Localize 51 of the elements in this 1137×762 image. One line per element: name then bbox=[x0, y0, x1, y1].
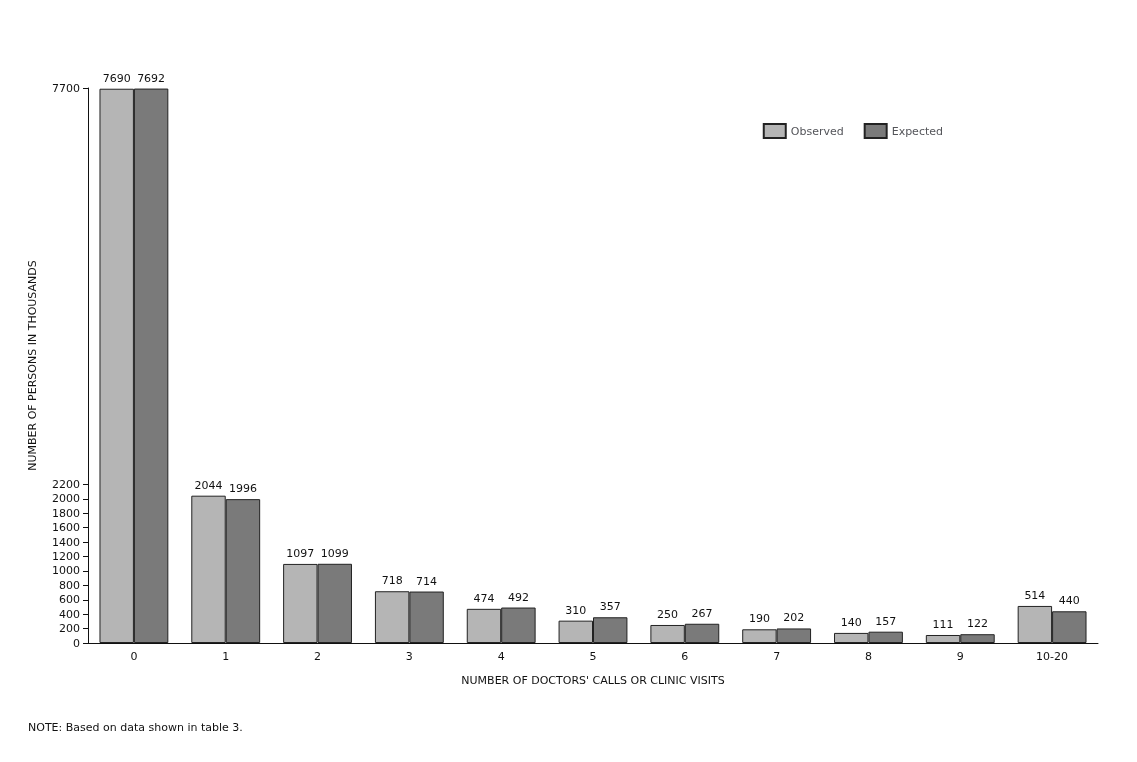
data-label: 2044 bbox=[194, 478, 223, 492]
data-label: 357 bbox=[599, 600, 621, 614]
x-tick-label: 2 bbox=[314, 650, 322, 663]
data-label: 267 bbox=[691, 606, 713, 620]
data-label: 1996 bbox=[228, 482, 257, 496]
data-label: 7690 bbox=[102, 71, 131, 85]
y-tick-label: 400 bbox=[59, 607, 80, 621]
y-tick-label: 0 bbox=[73, 636, 80, 650]
y-axis-title: NUMBER OF PERSONS IN THOUSANDS bbox=[26, 260, 39, 471]
x-axis-title: NUMBER OF DOCTORS' CALLS OR CLINIC VISITS bbox=[461, 674, 725, 687]
y-tick-label: 1800 bbox=[52, 506, 80, 520]
x-tick-label: 3 bbox=[405, 650, 413, 663]
data-label: 310 bbox=[565, 603, 587, 617]
x-tick-label: 0 bbox=[130, 650, 138, 663]
data-label: 190 bbox=[748, 612, 770, 626]
text: NOTE: Based on data shown in table 3. bbox=[28, 721, 243, 734]
data-label: 250 bbox=[657, 607, 679, 621]
x-tick-label: 1 bbox=[222, 650, 230, 663]
data-label: 7692 bbox=[137, 71, 166, 85]
data-label: 718 bbox=[381, 574, 403, 588]
data-label: 492 bbox=[507, 590, 529, 604]
x-tick-label: 7 bbox=[773, 650, 781, 663]
data-label: 474 bbox=[473, 591, 495, 605]
y-tick-label: 600 bbox=[59, 593, 80, 607]
y-tick-label: 2000 bbox=[52, 492, 80, 506]
y-tick-label: 800 bbox=[59, 578, 80, 592]
x-tick-label: 5 bbox=[589, 650, 597, 663]
y-tick-label: 1400 bbox=[52, 535, 80, 549]
data-label: 122 bbox=[966, 617, 988, 631]
data-label: 157 bbox=[875, 614, 897, 628]
legend-label: Observed bbox=[790, 124, 844, 138]
y-tick-label: 1000 bbox=[52, 564, 80, 578]
data-label: 714 bbox=[416, 574, 438, 588]
x-tick-label: 8 bbox=[864, 650, 872, 663]
data-label: 514 bbox=[1024, 588, 1046, 602]
x-tick-label: 6 bbox=[681, 650, 689, 663]
y-tick-label: 200 bbox=[59, 622, 80, 636]
y-tick-label: 1200 bbox=[52, 550, 80, 564]
y-tick-label: 2200 bbox=[52, 477, 80, 491]
y-tick-label: 7700 bbox=[52, 81, 80, 95]
data-label: 140 bbox=[840, 615, 862, 629]
data-label: 1099 bbox=[320, 546, 349, 560]
data-label: 1097 bbox=[286, 546, 315, 560]
data-label: 440 bbox=[1058, 594, 1080, 608]
x-tick-label: 9 bbox=[956, 650, 964, 663]
data-label: 111 bbox=[932, 618, 954, 631]
x-tick-label: 4 bbox=[497, 650, 505, 663]
legend-label: Expected bbox=[891, 124, 944, 138]
data-label: 202 bbox=[783, 611, 805, 625]
y-tick-label: 1600 bbox=[52, 521, 80, 535]
x-tick-label: 10-20 bbox=[1036, 650, 1069, 663]
